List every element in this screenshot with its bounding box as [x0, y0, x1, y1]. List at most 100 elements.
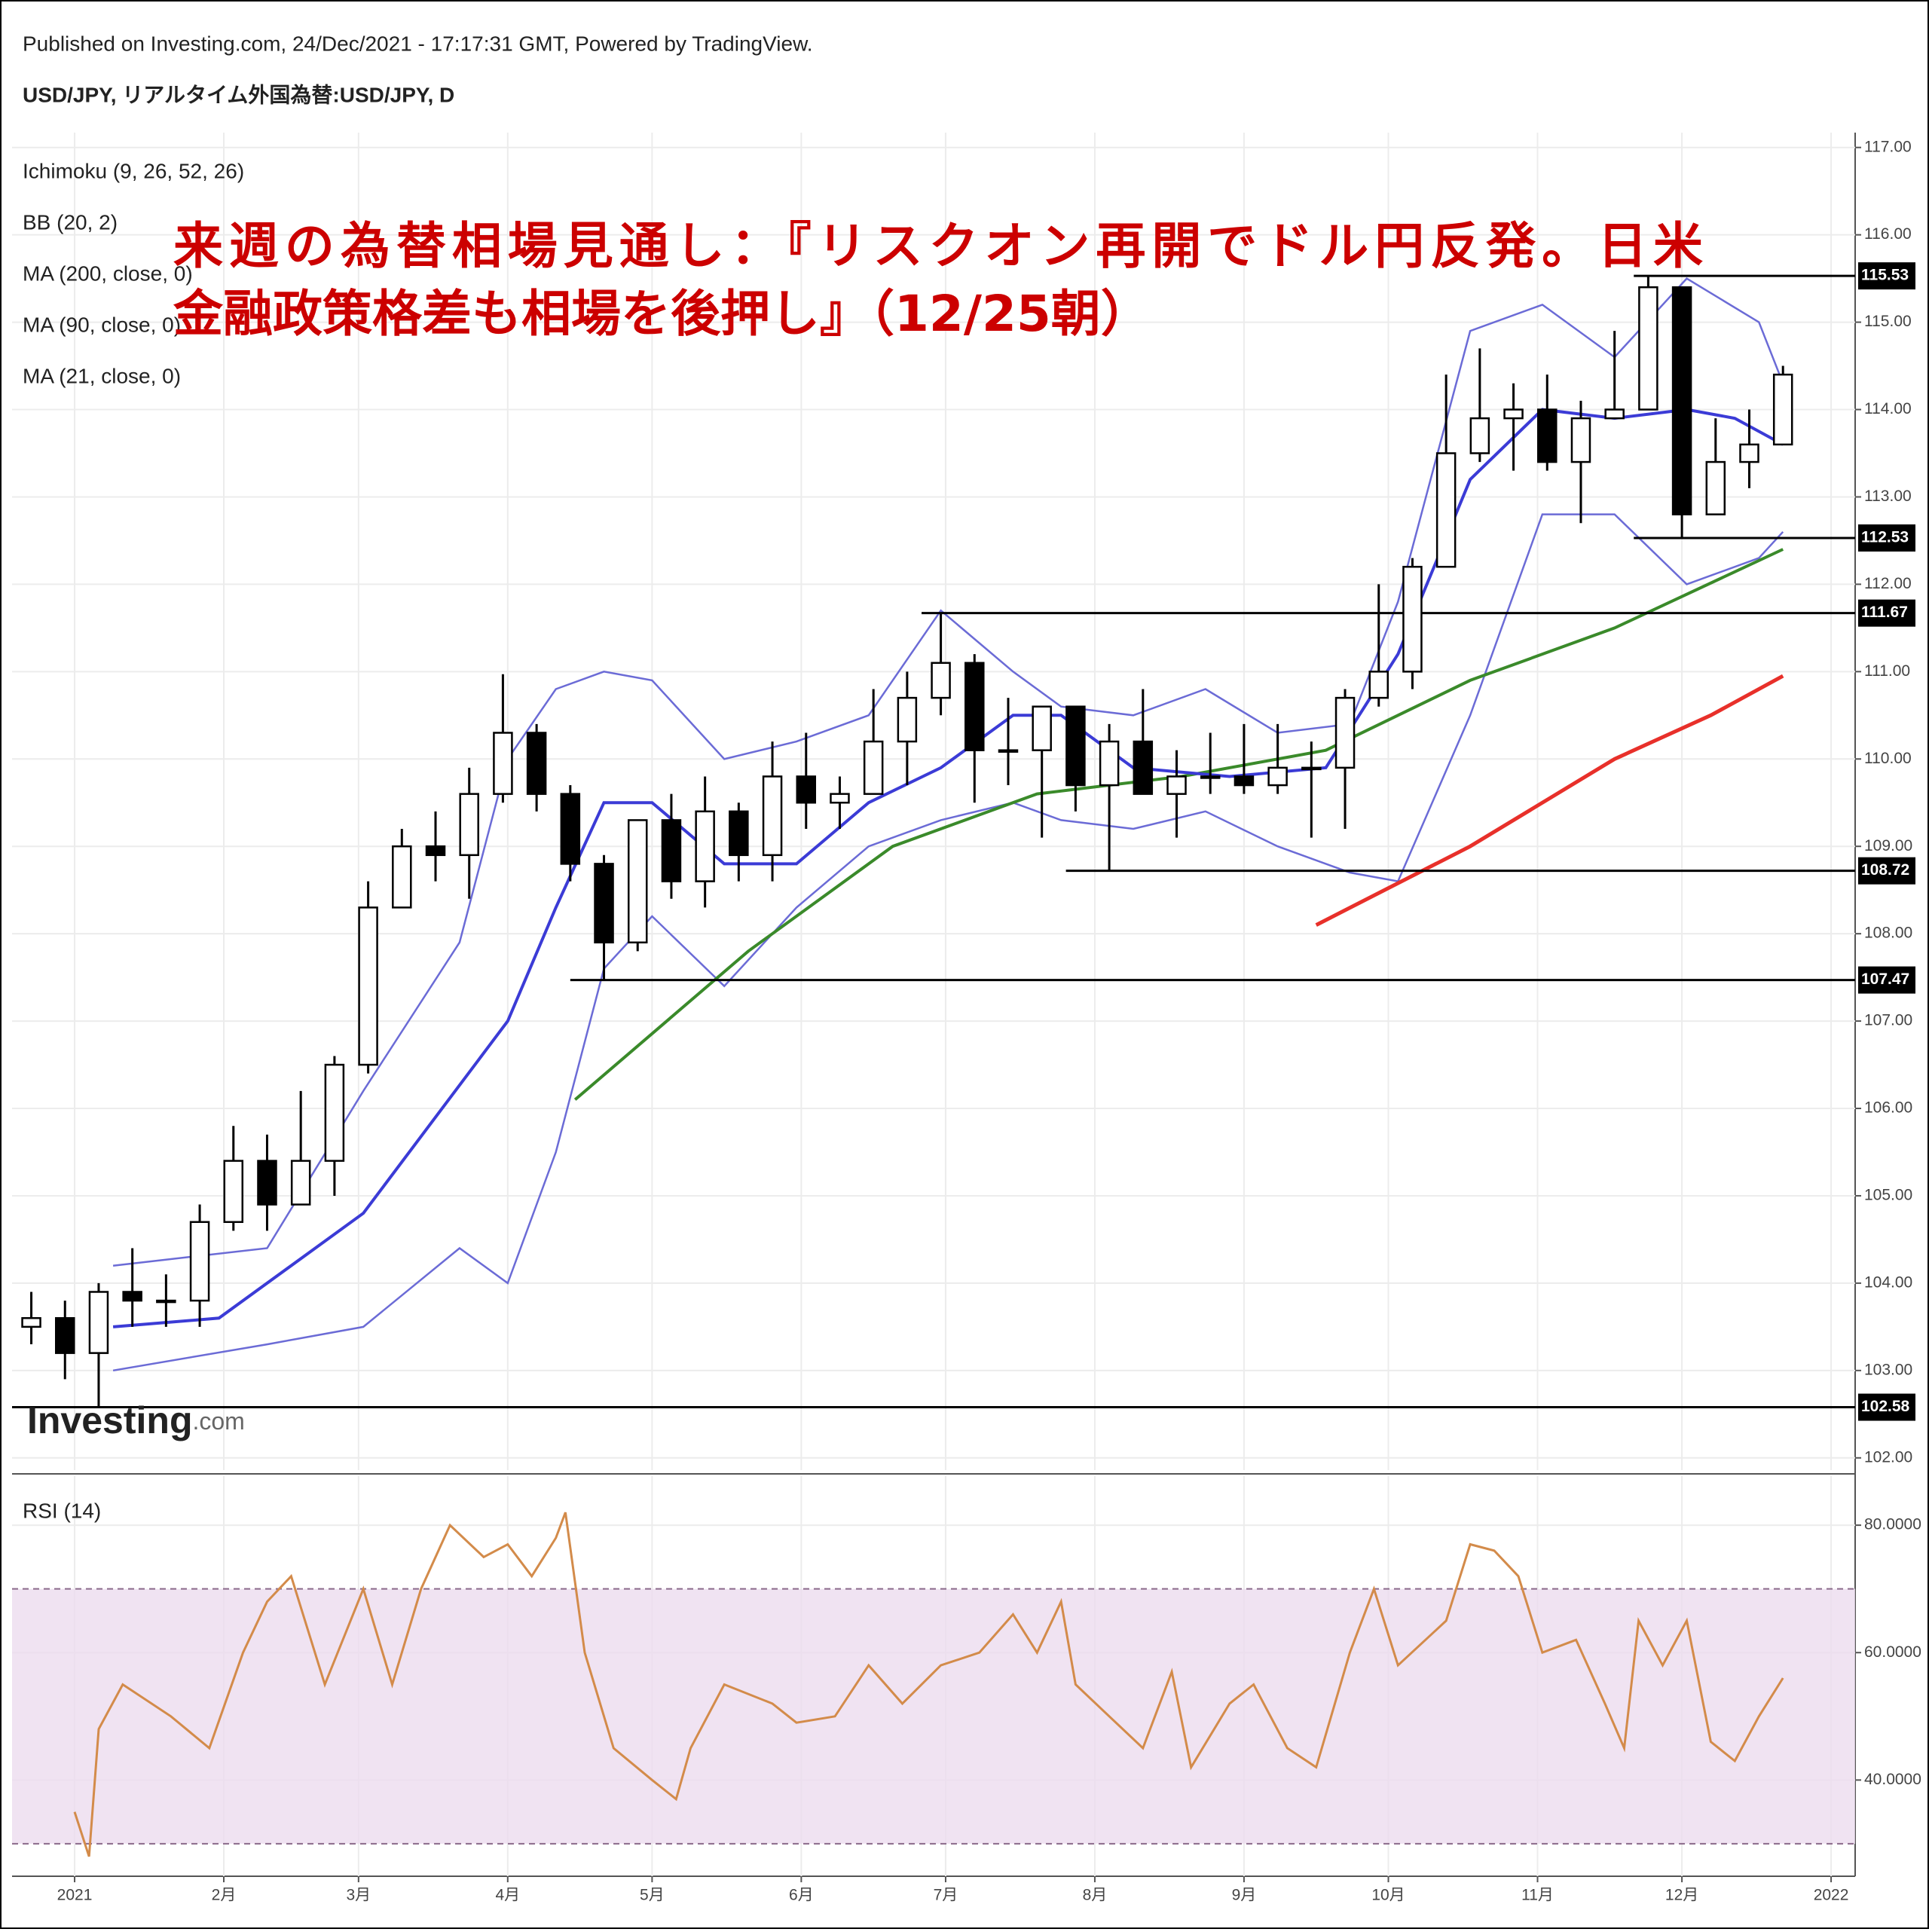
candle-body	[594, 863, 614, 943]
legend-entry: BB (20, 2)	[23, 210, 118, 234]
candle-body	[493, 732, 513, 795]
x-tick-label: 12月	[1665, 1887, 1698, 1904]
pane-title: RSI (14)	[23, 1499, 101, 1522]
candle-body	[1638, 286, 1658, 411]
level-label: 108.72	[1861, 861, 1909, 879]
y-tick-label: 112.00	[1864, 575, 1912, 592]
logo-text: Investing	[27, 1399, 192, 1441]
y-tick-label: 80.0000	[1864, 1516, 1921, 1533]
y-tick-label: 106.00	[1864, 1099, 1912, 1117]
x-tick-label: 3月	[346, 1887, 371, 1904]
candle-body	[796, 775, 817, 804]
level-label: 115.53	[1861, 267, 1909, 284]
legend-entry: MA (200, close, 0)	[23, 261, 193, 285]
x-tick-label: 5月	[640, 1887, 665, 1904]
x-tick-label: 11月	[1521, 1887, 1554, 1904]
published-text: Published on Investing.com, 24/Dec/2021 …	[23, 32, 813, 55]
y-tick-label: 105.00	[1864, 1187, 1912, 1204]
candle-body	[358, 906, 378, 1066]
candle-body	[392, 845, 412, 909]
level-badge	[1858, 966, 1915, 994]
candle-body	[1402, 565, 1423, 673]
y-tick-label: 113.00	[1864, 488, 1912, 505]
y-tick-label: 110.00	[1864, 750, 1912, 767]
candle-body	[459, 793, 479, 857]
candle-body	[1739, 443, 1759, 463]
level-badge	[1858, 524, 1915, 552]
level-badge	[1858, 857, 1915, 885]
candle-body	[189, 1221, 210, 1302]
candle-body	[122, 1291, 142, 1302]
candle-body	[998, 749, 1019, 753]
candle-body	[1234, 775, 1255, 787]
candle-body	[1166, 775, 1187, 795]
candle-body	[1334, 696, 1356, 769]
candle-body	[560, 793, 581, 865]
level-label: 112.53	[1861, 528, 1909, 546]
level-label: 111.67	[1861, 604, 1908, 621]
candle-body	[425, 845, 446, 857]
plot: 102.00 103.00 104.00 105.00 106.00 107.00 108.…	[12, 133, 1921, 1904]
y-tick-label: 102.00	[1864, 1448, 1912, 1466]
candle-body	[1200, 775, 1221, 779]
x-tick-label: 8月	[1083, 1887, 1108, 1904]
y-tick-label: 108.00	[1864, 925, 1912, 942]
candle-body	[1705, 460, 1726, 515]
y-tick-label: 115.00	[1864, 313, 1912, 330]
level-badge	[1858, 1393, 1915, 1421]
y-tick-label: 107.00	[1864, 1012, 1912, 1029]
y-tick-label: 114.00	[1864, 400, 1912, 417]
candle-body	[290, 1160, 311, 1206]
level-badge	[1858, 599, 1915, 627]
candle-body	[1469, 417, 1490, 454]
level-label: 107.47	[1861, 971, 1909, 988]
candle-body	[830, 793, 850, 804]
y-tick-label: 104.00	[1864, 1273, 1912, 1291]
x-tick-label: 4月	[495, 1887, 520, 1904]
headline-line: 金融政策格差も相場を後押し』（12/25朝）	[173, 285, 1151, 343]
x-tick-label: 2022	[1814, 1887, 1849, 1904]
candle-body	[324, 1063, 345, 1162]
x-tick-label: 9月	[1232, 1887, 1257, 1904]
candle-body	[1032, 705, 1052, 751]
rsi-line	[73, 1512, 1784, 1857]
candle-body	[1435, 452, 1457, 568]
candle-body	[627, 819, 648, 943]
ma-line	[1315, 674, 1784, 927]
candle-body	[156, 1299, 176, 1304]
candle-body	[88, 1291, 109, 1354]
candle-body	[1368, 671, 1389, 699]
candle-body	[897, 696, 918, 743]
y-tick-label: 40.0000	[1864, 1771, 1921, 1788]
candle-body	[1065, 705, 1086, 787]
y-tick-label: 60.0000	[1864, 1643, 1921, 1661]
candle-body	[695, 810, 715, 882]
level-badge	[1858, 262, 1915, 290]
candle-body	[257, 1160, 277, 1206]
x-tick-label: 7月	[934, 1887, 958, 1904]
candle-body	[223, 1160, 244, 1223]
y-tick-label: 109.00	[1864, 837, 1912, 854]
symbol-text: USD/JPY, リアルタイム外国為替:USD/JPY, D	[23, 83, 454, 106]
x-tick-label: 2月	[212, 1887, 237, 1904]
candle-body	[863, 740, 884, 795]
candle-body	[661, 819, 682, 882]
legend-entry: MA (21, close, 0)	[23, 364, 181, 387]
candle-body	[729, 810, 749, 857]
y-tick-label: 103.00	[1864, 1361, 1912, 1378]
candle-body	[1133, 740, 1154, 795]
candle-body	[55, 1317, 75, 1354]
candle-body	[1604, 408, 1625, 420]
headline-line: 来週の為替相場見通し：『リスクオン再開でドル円反発。日米	[173, 217, 1703, 275]
x-tick-label: 6月	[789, 1887, 814, 1904]
legend-entry: Ichimoku (9, 26, 52, 26)	[23, 159, 244, 182]
ma-line	[112, 408, 1784, 1328]
candle-body	[526, 732, 547, 795]
candle-body	[964, 662, 985, 751]
x-tick-label: 2021	[57, 1887, 93, 1904]
candle-body	[1301, 766, 1322, 771]
candle-body	[1267, 766, 1288, 787]
candle-body	[931, 662, 951, 699]
candle-body	[1671, 286, 1692, 515]
